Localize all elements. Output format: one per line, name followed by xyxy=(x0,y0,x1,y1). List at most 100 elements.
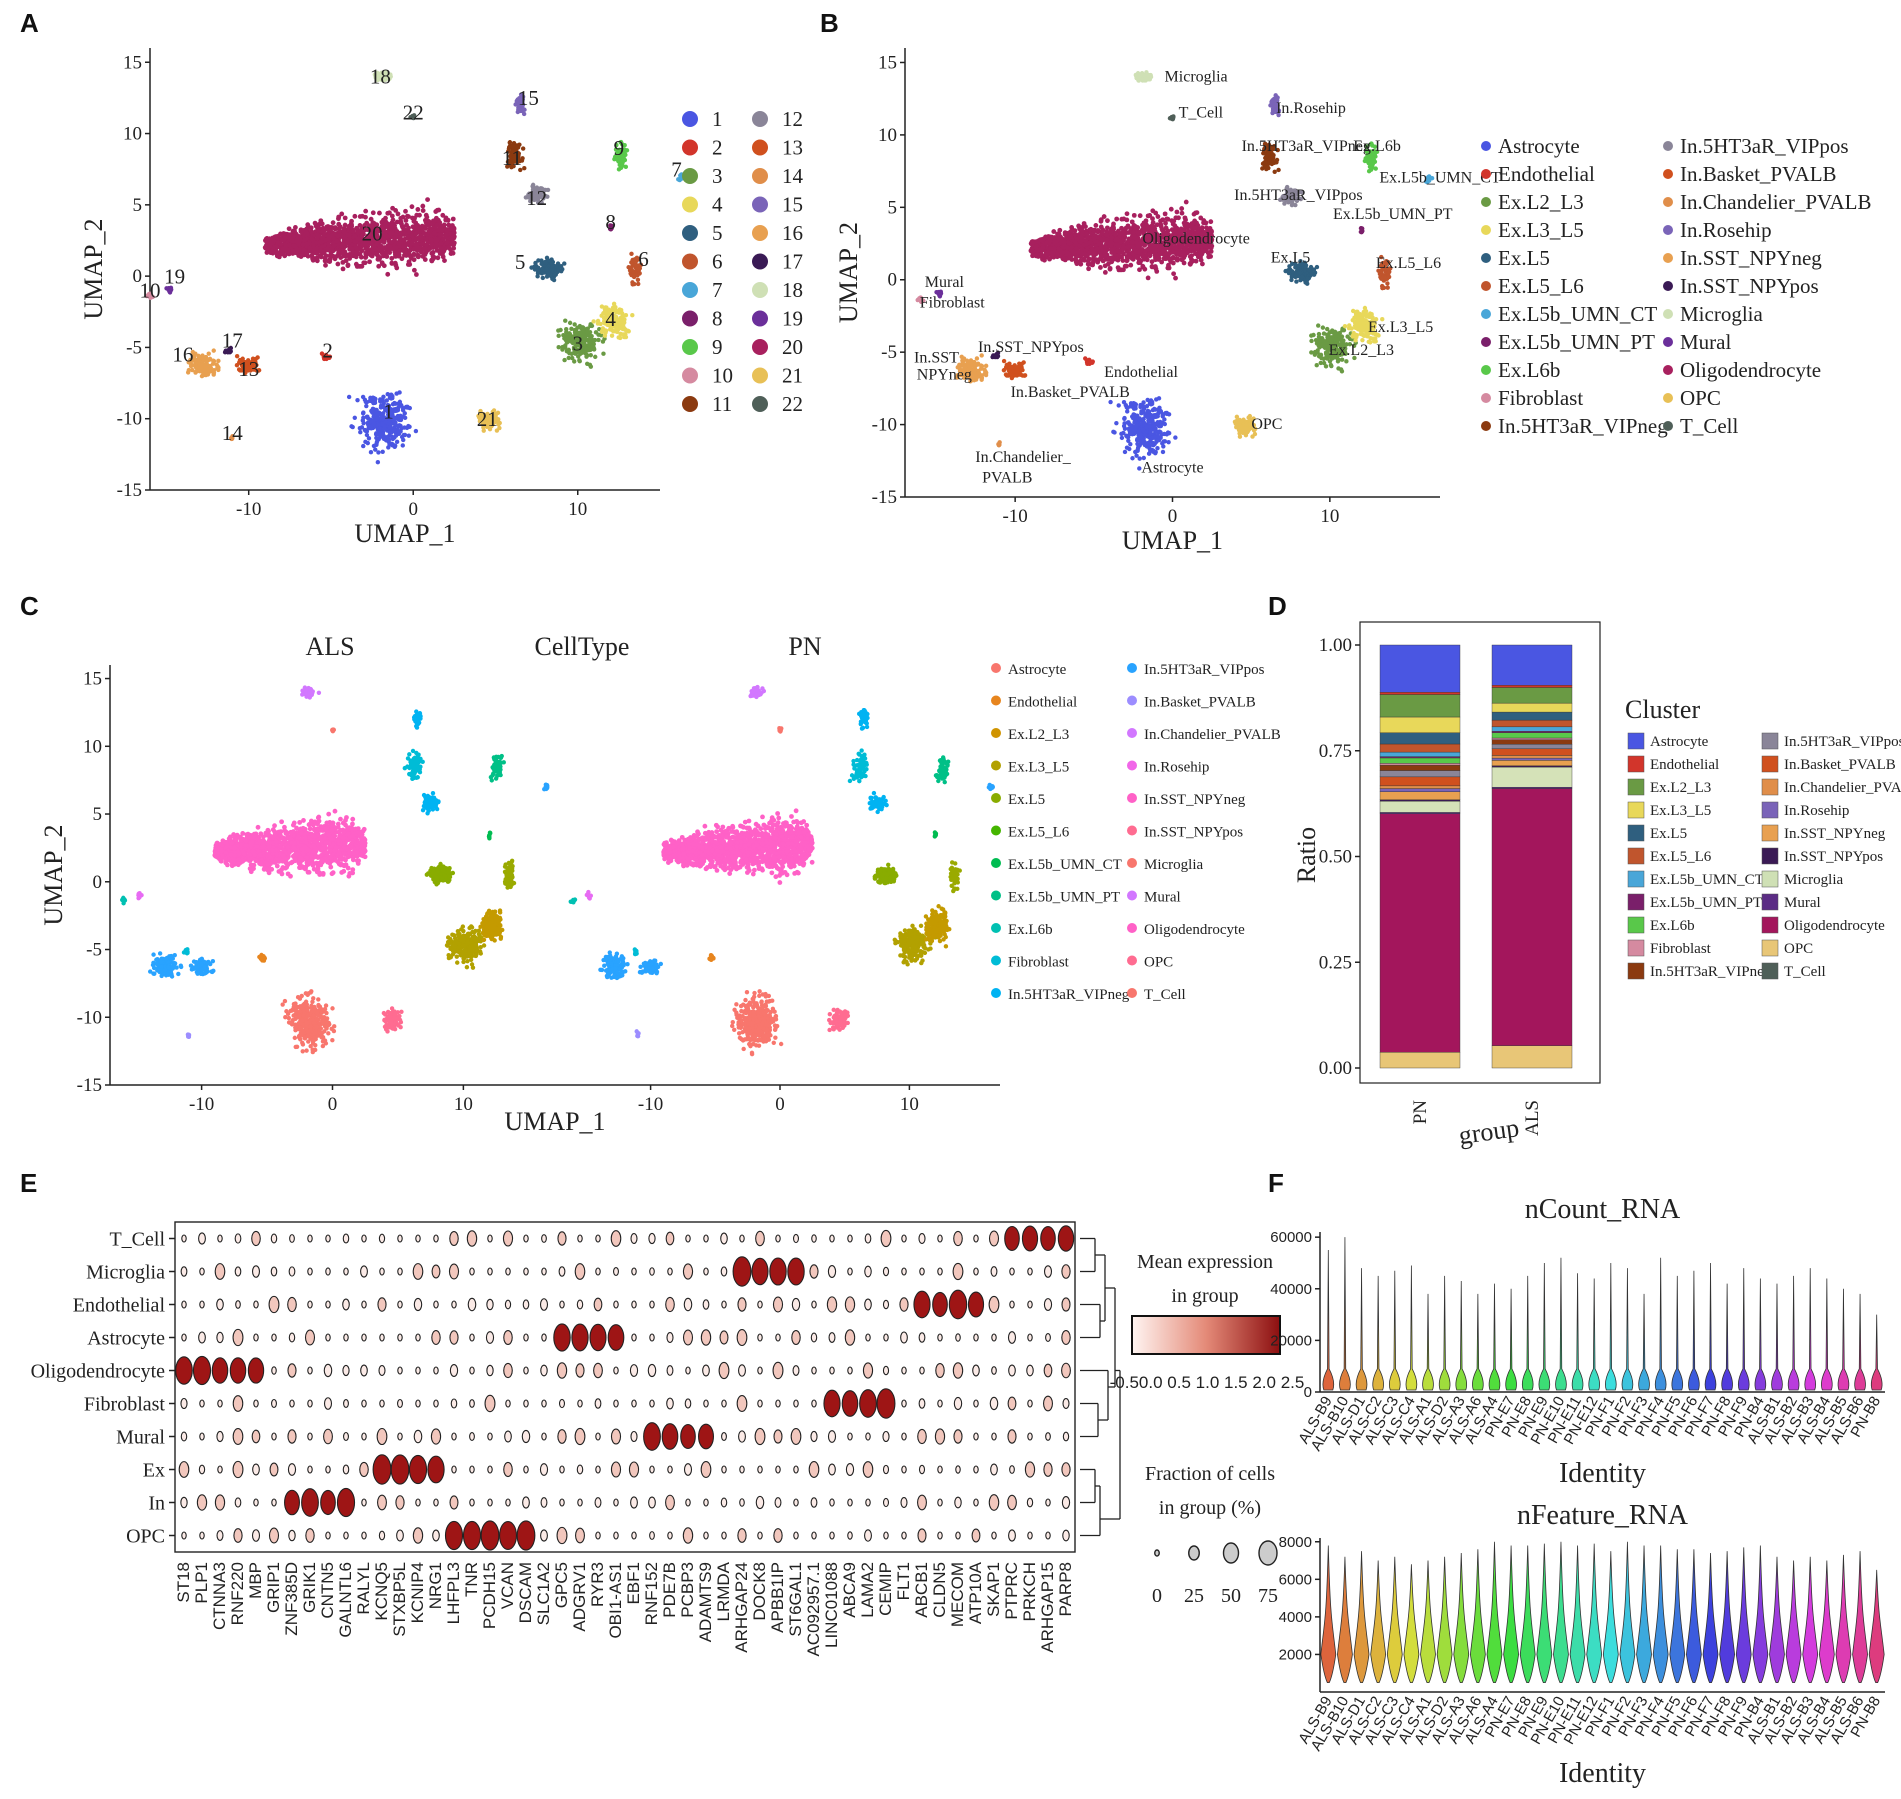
a-cluster-3-point xyxy=(593,354,598,360)
a-cluster-9-point xyxy=(620,163,625,168)
a-cluster-16-point xyxy=(206,351,211,356)
a-legend-label: 20 xyxy=(782,335,803,359)
b-cluster-3-point xyxy=(1323,364,1329,369)
a-cluster-3-point xyxy=(587,329,593,335)
a-cluster-1-point xyxy=(388,396,394,401)
a-cluster-6-point xyxy=(634,263,640,268)
a-cluster-1-point xyxy=(400,407,406,413)
a-cluster-6-point xyxy=(632,281,637,287)
a-cluster-20-point xyxy=(441,222,447,228)
a-cluster-20-point xyxy=(263,245,269,251)
a-cluster-20-point xyxy=(394,265,400,271)
a-legend-swatch xyxy=(682,282,698,298)
a-cluster-20-point xyxy=(323,253,329,259)
a-cluster-label: 17 xyxy=(222,328,243,352)
a-cluster-1-point xyxy=(366,425,372,431)
a-cluster-20-point xyxy=(421,246,427,252)
a-cluster-16-point xyxy=(195,368,200,373)
a-cluster-20-point xyxy=(417,212,422,218)
a-cluster-20-point xyxy=(383,215,388,221)
a-cluster-20-point xyxy=(363,208,369,214)
a-cluster-20-point xyxy=(443,234,448,240)
b-cluster-6-point xyxy=(1385,281,1390,286)
a-cluster-20-point xyxy=(336,221,342,227)
a-cluster-20-point xyxy=(345,226,351,232)
a-cluster-20-point xyxy=(420,208,426,213)
a-cluster-1-point xyxy=(376,411,382,416)
b-cluster-1-point xyxy=(1137,417,1142,422)
b-cluster-13-point xyxy=(1004,362,1010,368)
a-cluster-20-point xyxy=(415,222,421,228)
a-cluster-20-point xyxy=(302,237,307,243)
a-cluster-3-point xyxy=(575,325,580,330)
a-cluster-19-point xyxy=(168,288,173,293)
a-cluster-20-point xyxy=(365,251,371,256)
a-cluster-20-point xyxy=(332,225,338,231)
a-cluster-3-point xyxy=(569,334,575,339)
a-cluster-20-point xyxy=(381,263,387,269)
a-cluster-4-point xyxy=(609,323,614,329)
a-cluster-20-point xyxy=(276,254,282,260)
a-legend-label: 2 xyxy=(712,136,723,160)
b-cluster-20-point xyxy=(1098,218,1104,224)
a-cluster-label: 2 xyxy=(322,338,333,362)
a-cluster-4-point xyxy=(599,328,605,334)
panel-label-f: F xyxy=(1268,1168,1284,1198)
a-cluster-4-point xyxy=(599,304,605,309)
a-cluster-20-point xyxy=(358,254,364,260)
a-cluster-20-point xyxy=(309,229,315,235)
a-cluster-3-point xyxy=(572,347,578,352)
a-cluster-16-point xyxy=(201,372,206,378)
a-cluster-3-point xyxy=(588,334,593,340)
a-legend-swatch xyxy=(682,339,698,355)
a-cluster-1-point xyxy=(372,400,378,406)
b-cluster-1-point xyxy=(1133,406,1138,411)
a-cluster-3-point xyxy=(570,340,575,346)
b-cluster-1-point xyxy=(1132,415,1137,421)
a-cluster-3-point xyxy=(584,346,589,352)
a-cluster-3-point xyxy=(567,320,573,326)
a-cluster-4-point xyxy=(613,308,618,314)
b-x-title: UMAP_1 xyxy=(1122,526,1223,555)
a-cluster-4-point xyxy=(614,314,619,320)
a-y-tick-label: -5 xyxy=(126,337,142,358)
a-cluster-5-point xyxy=(533,260,538,266)
b-cluster-20-point xyxy=(1158,221,1164,227)
a-cluster-1-point xyxy=(376,450,381,455)
b-cluster-13-point xyxy=(1021,360,1026,365)
a-cluster-20-point xyxy=(274,244,280,249)
a-cluster-20-point xyxy=(348,252,354,258)
a-cluster-label: 1 xyxy=(383,400,394,424)
b-cluster-1-point xyxy=(1149,413,1154,418)
b-cluster-3-point xyxy=(1339,334,1345,339)
b-cluster-13 xyxy=(1001,358,1028,381)
a-legend-label: 15 xyxy=(782,193,803,217)
a-cluster-20-point xyxy=(352,213,358,219)
a-cluster-3-point xyxy=(568,337,573,343)
a-legend-label: 6 xyxy=(712,250,723,274)
b-x-tick-label: 10 xyxy=(1320,506,1339,527)
a-legend-swatch xyxy=(752,168,768,184)
a-cluster-3-point xyxy=(583,337,588,342)
a-y-title: UMAP_2 xyxy=(79,218,108,319)
a-cluster-20-point xyxy=(396,250,401,256)
a-cluster-20-point xyxy=(340,250,346,256)
a-cluster-6-point xyxy=(629,251,634,256)
a-cluster-3-point xyxy=(601,351,606,356)
a-legend-label: 8 xyxy=(712,307,723,331)
a-cluster-20-point xyxy=(369,253,375,259)
b-cluster-14-point xyxy=(997,440,1002,445)
a-cluster-3-point xyxy=(572,322,577,327)
a-cluster-6-point xyxy=(636,281,641,287)
a-cluster-4-point xyxy=(614,325,619,331)
b-cluster-1-point xyxy=(1142,420,1147,426)
a-cluster-20-point xyxy=(305,241,310,247)
b-cluster-13-point xyxy=(1014,369,1019,375)
a-cluster-20-point xyxy=(359,213,365,219)
a-cluster-4-point xyxy=(630,313,635,318)
a-cluster-4-point xyxy=(602,333,608,338)
a-cluster-20-point xyxy=(337,228,342,234)
a-y-tick-label: 0 xyxy=(133,266,143,287)
